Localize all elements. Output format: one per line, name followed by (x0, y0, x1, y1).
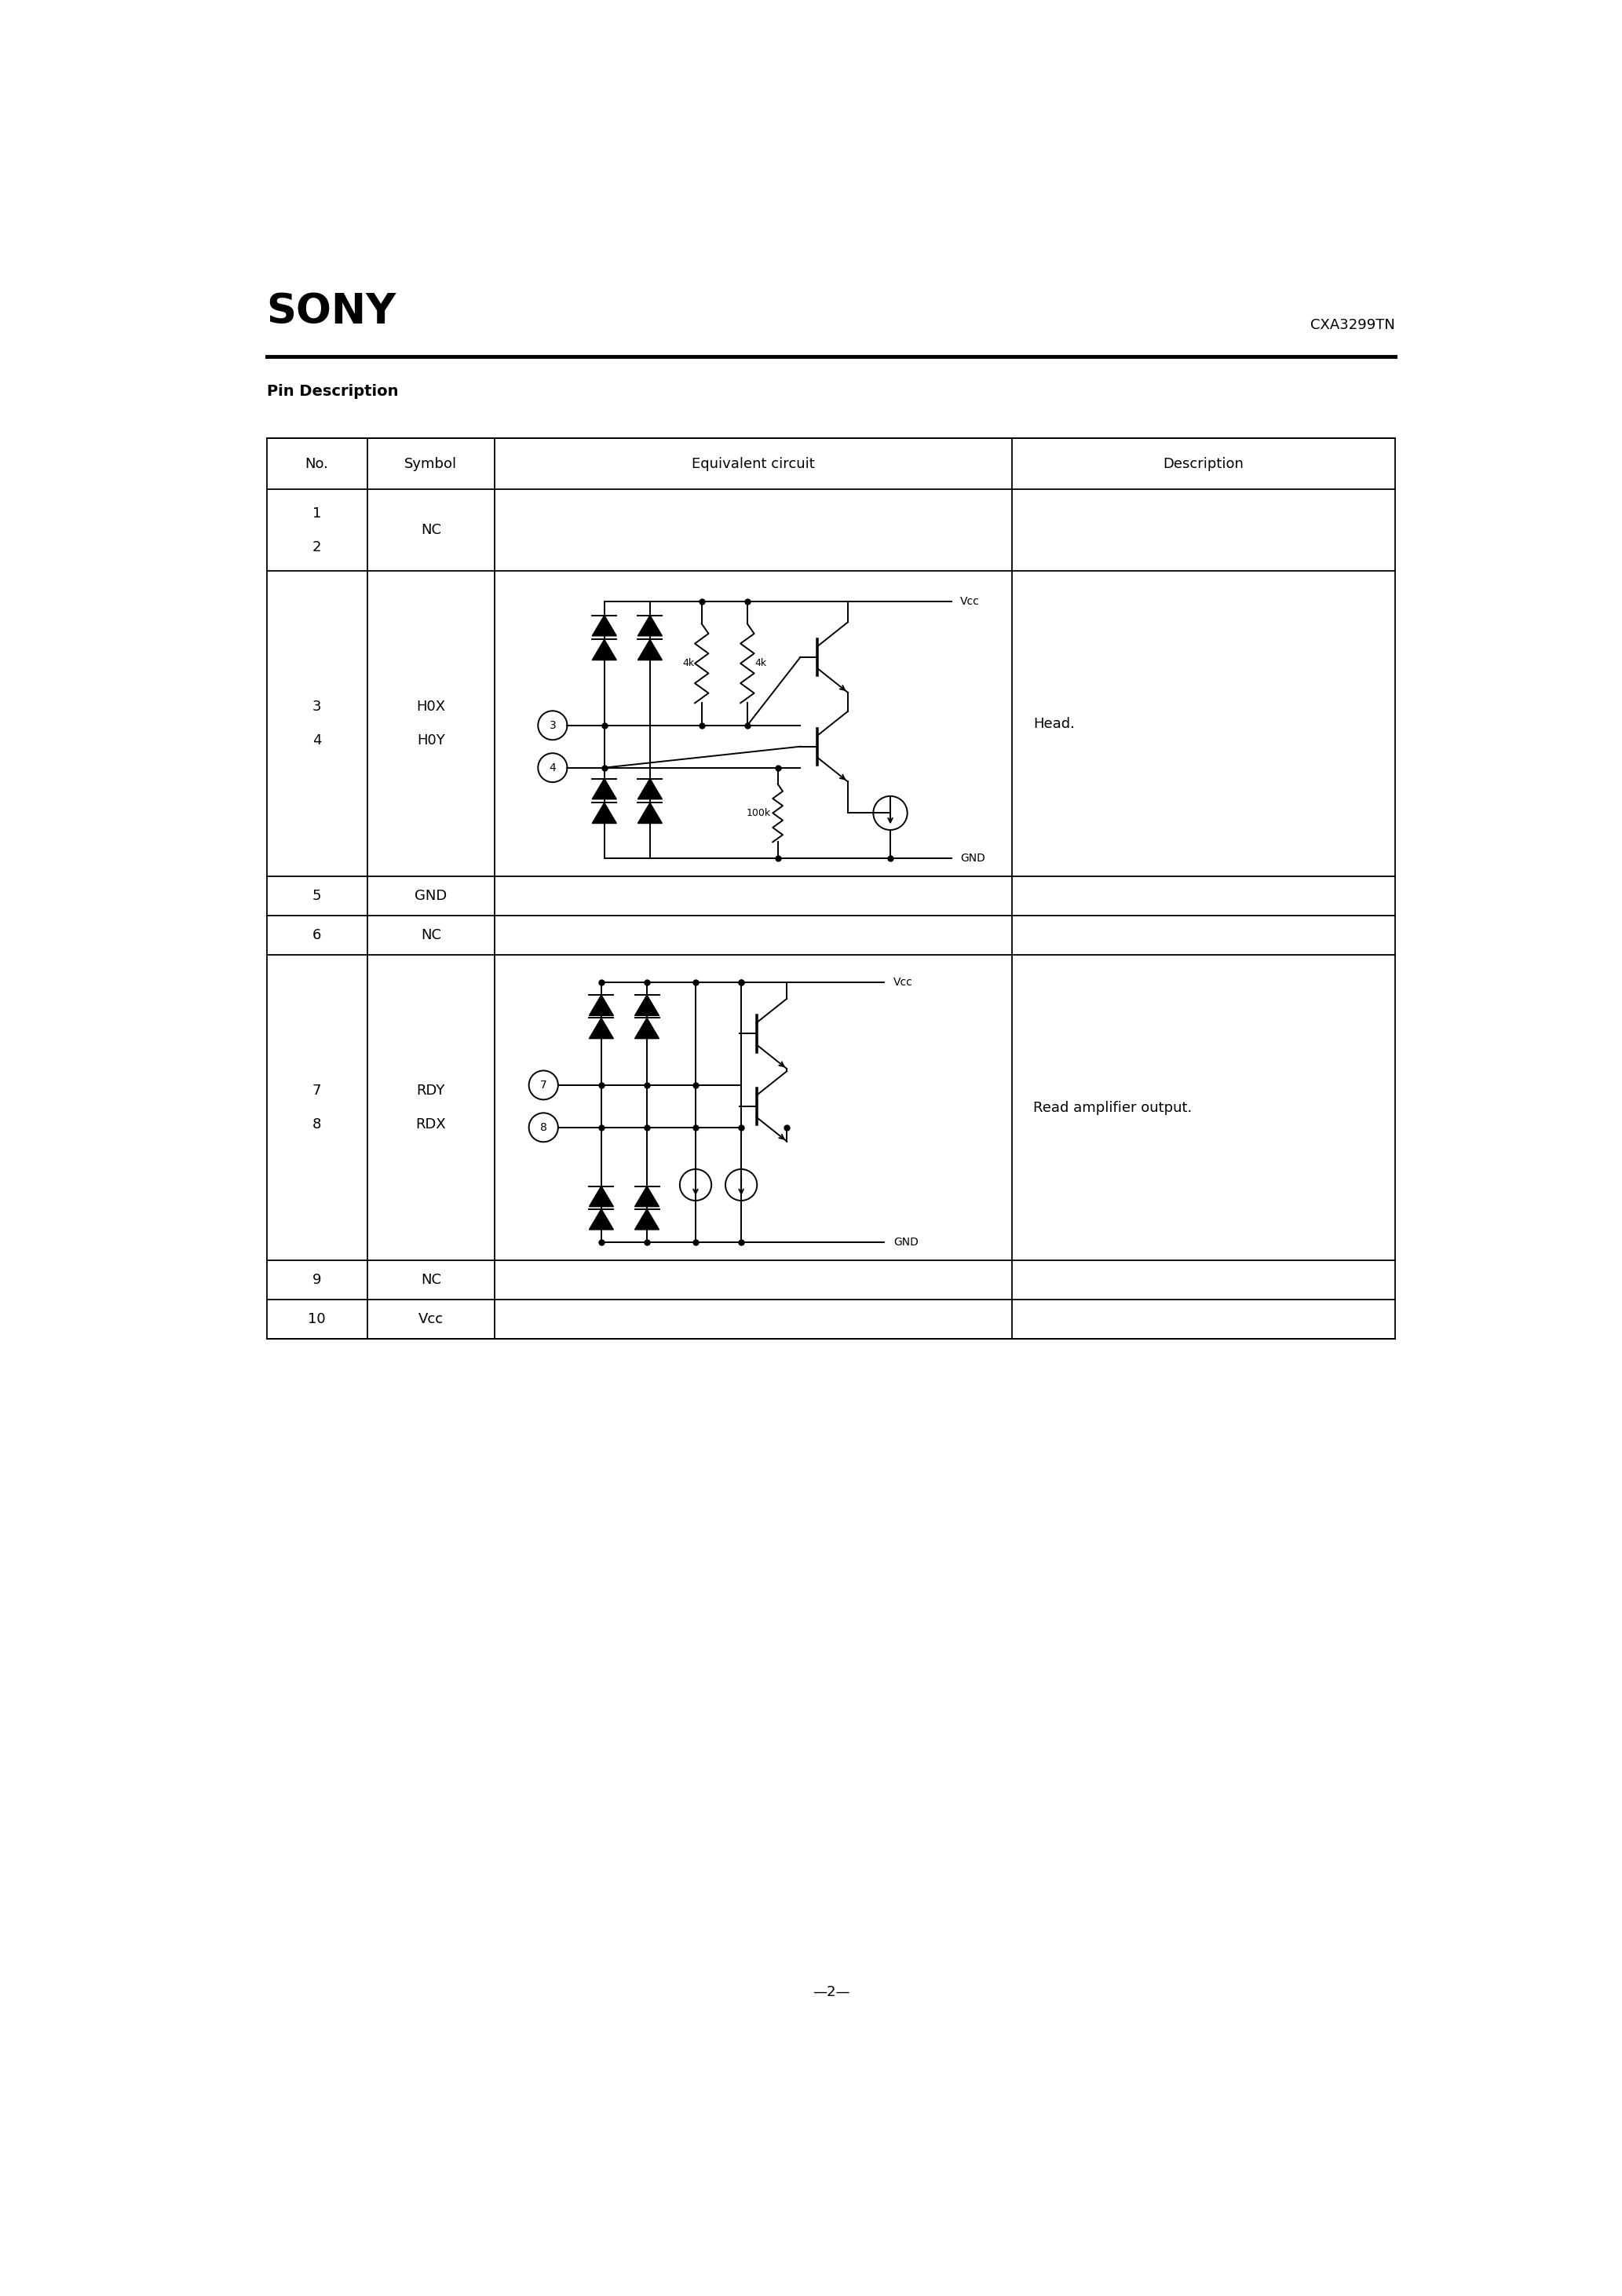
Polygon shape (589, 994, 613, 1015)
Text: 4k: 4k (683, 659, 694, 668)
Text: 8: 8 (313, 1118, 321, 1132)
Polygon shape (589, 1017, 613, 1038)
Polygon shape (637, 615, 662, 636)
Polygon shape (637, 804, 662, 824)
Text: 4: 4 (313, 735, 321, 748)
Text: 8: 8 (540, 1123, 547, 1132)
Text: 7: 7 (540, 1079, 547, 1091)
Polygon shape (634, 1210, 659, 1231)
Text: Vcc: Vcc (894, 976, 913, 987)
Text: NC: NC (420, 928, 441, 944)
Text: Equivalent circuit: Equivalent circuit (693, 457, 814, 471)
Text: Symbol: Symbol (404, 457, 457, 471)
Polygon shape (592, 804, 616, 824)
Text: H0Y: H0Y (417, 735, 444, 748)
Text: NC: NC (420, 1272, 441, 1288)
Polygon shape (637, 778, 662, 799)
Text: Vcc: Vcc (960, 597, 980, 606)
Text: 4: 4 (550, 762, 556, 774)
Text: 10: 10 (308, 1313, 326, 1327)
Polygon shape (589, 1210, 613, 1231)
Text: No.: No. (305, 457, 329, 471)
Text: GND: GND (960, 852, 985, 863)
Polygon shape (592, 778, 616, 799)
Text: 2: 2 (313, 540, 321, 553)
Text: 4k: 4k (754, 659, 767, 668)
Text: Vcc: Vcc (418, 1313, 443, 1327)
Text: RDY: RDY (417, 1084, 444, 1097)
Text: 1: 1 (313, 507, 321, 521)
Text: RDX: RDX (415, 1118, 446, 1132)
Text: Read amplifier output.: Read amplifier output. (1033, 1100, 1192, 1116)
Text: 7: 7 (313, 1084, 321, 1097)
Polygon shape (589, 1187, 613, 1208)
Text: Pin Description: Pin Description (266, 383, 397, 400)
Text: —2—: —2— (813, 1986, 850, 2000)
Text: 6: 6 (313, 928, 321, 944)
Text: 3: 3 (313, 700, 321, 714)
Polygon shape (592, 615, 616, 636)
Text: 100k: 100k (746, 808, 770, 817)
Polygon shape (634, 1187, 659, 1208)
Text: H0X: H0X (417, 700, 446, 714)
Text: GND: GND (415, 889, 448, 902)
Text: CXA3299TN: CXA3299TN (1311, 319, 1395, 333)
Text: GND: GND (894, 1238, 918, 1247)
Text: 9: 9 (313, 1272, 321, 1288)
Text: Description: Description (1163, 457, 1244, 471)
Text: NC: NC (420, 523, 441, 537)
Text: SONY: SONY (266, 292, 396, 333)
Polygon shape (592, 641, 616, 659)
Polygon shape (634, 1017, 659, 1038)
Polygon shape (637, 641, 662, 659)
Text: 5: 5 (313, 889, 321, 902)
Polygon shape (634, 994, 659, 1015)
Text: 3: 3 (550, 721, 556, 730)
Text: Head.: Head. (1033, 716, 1075, 730)
